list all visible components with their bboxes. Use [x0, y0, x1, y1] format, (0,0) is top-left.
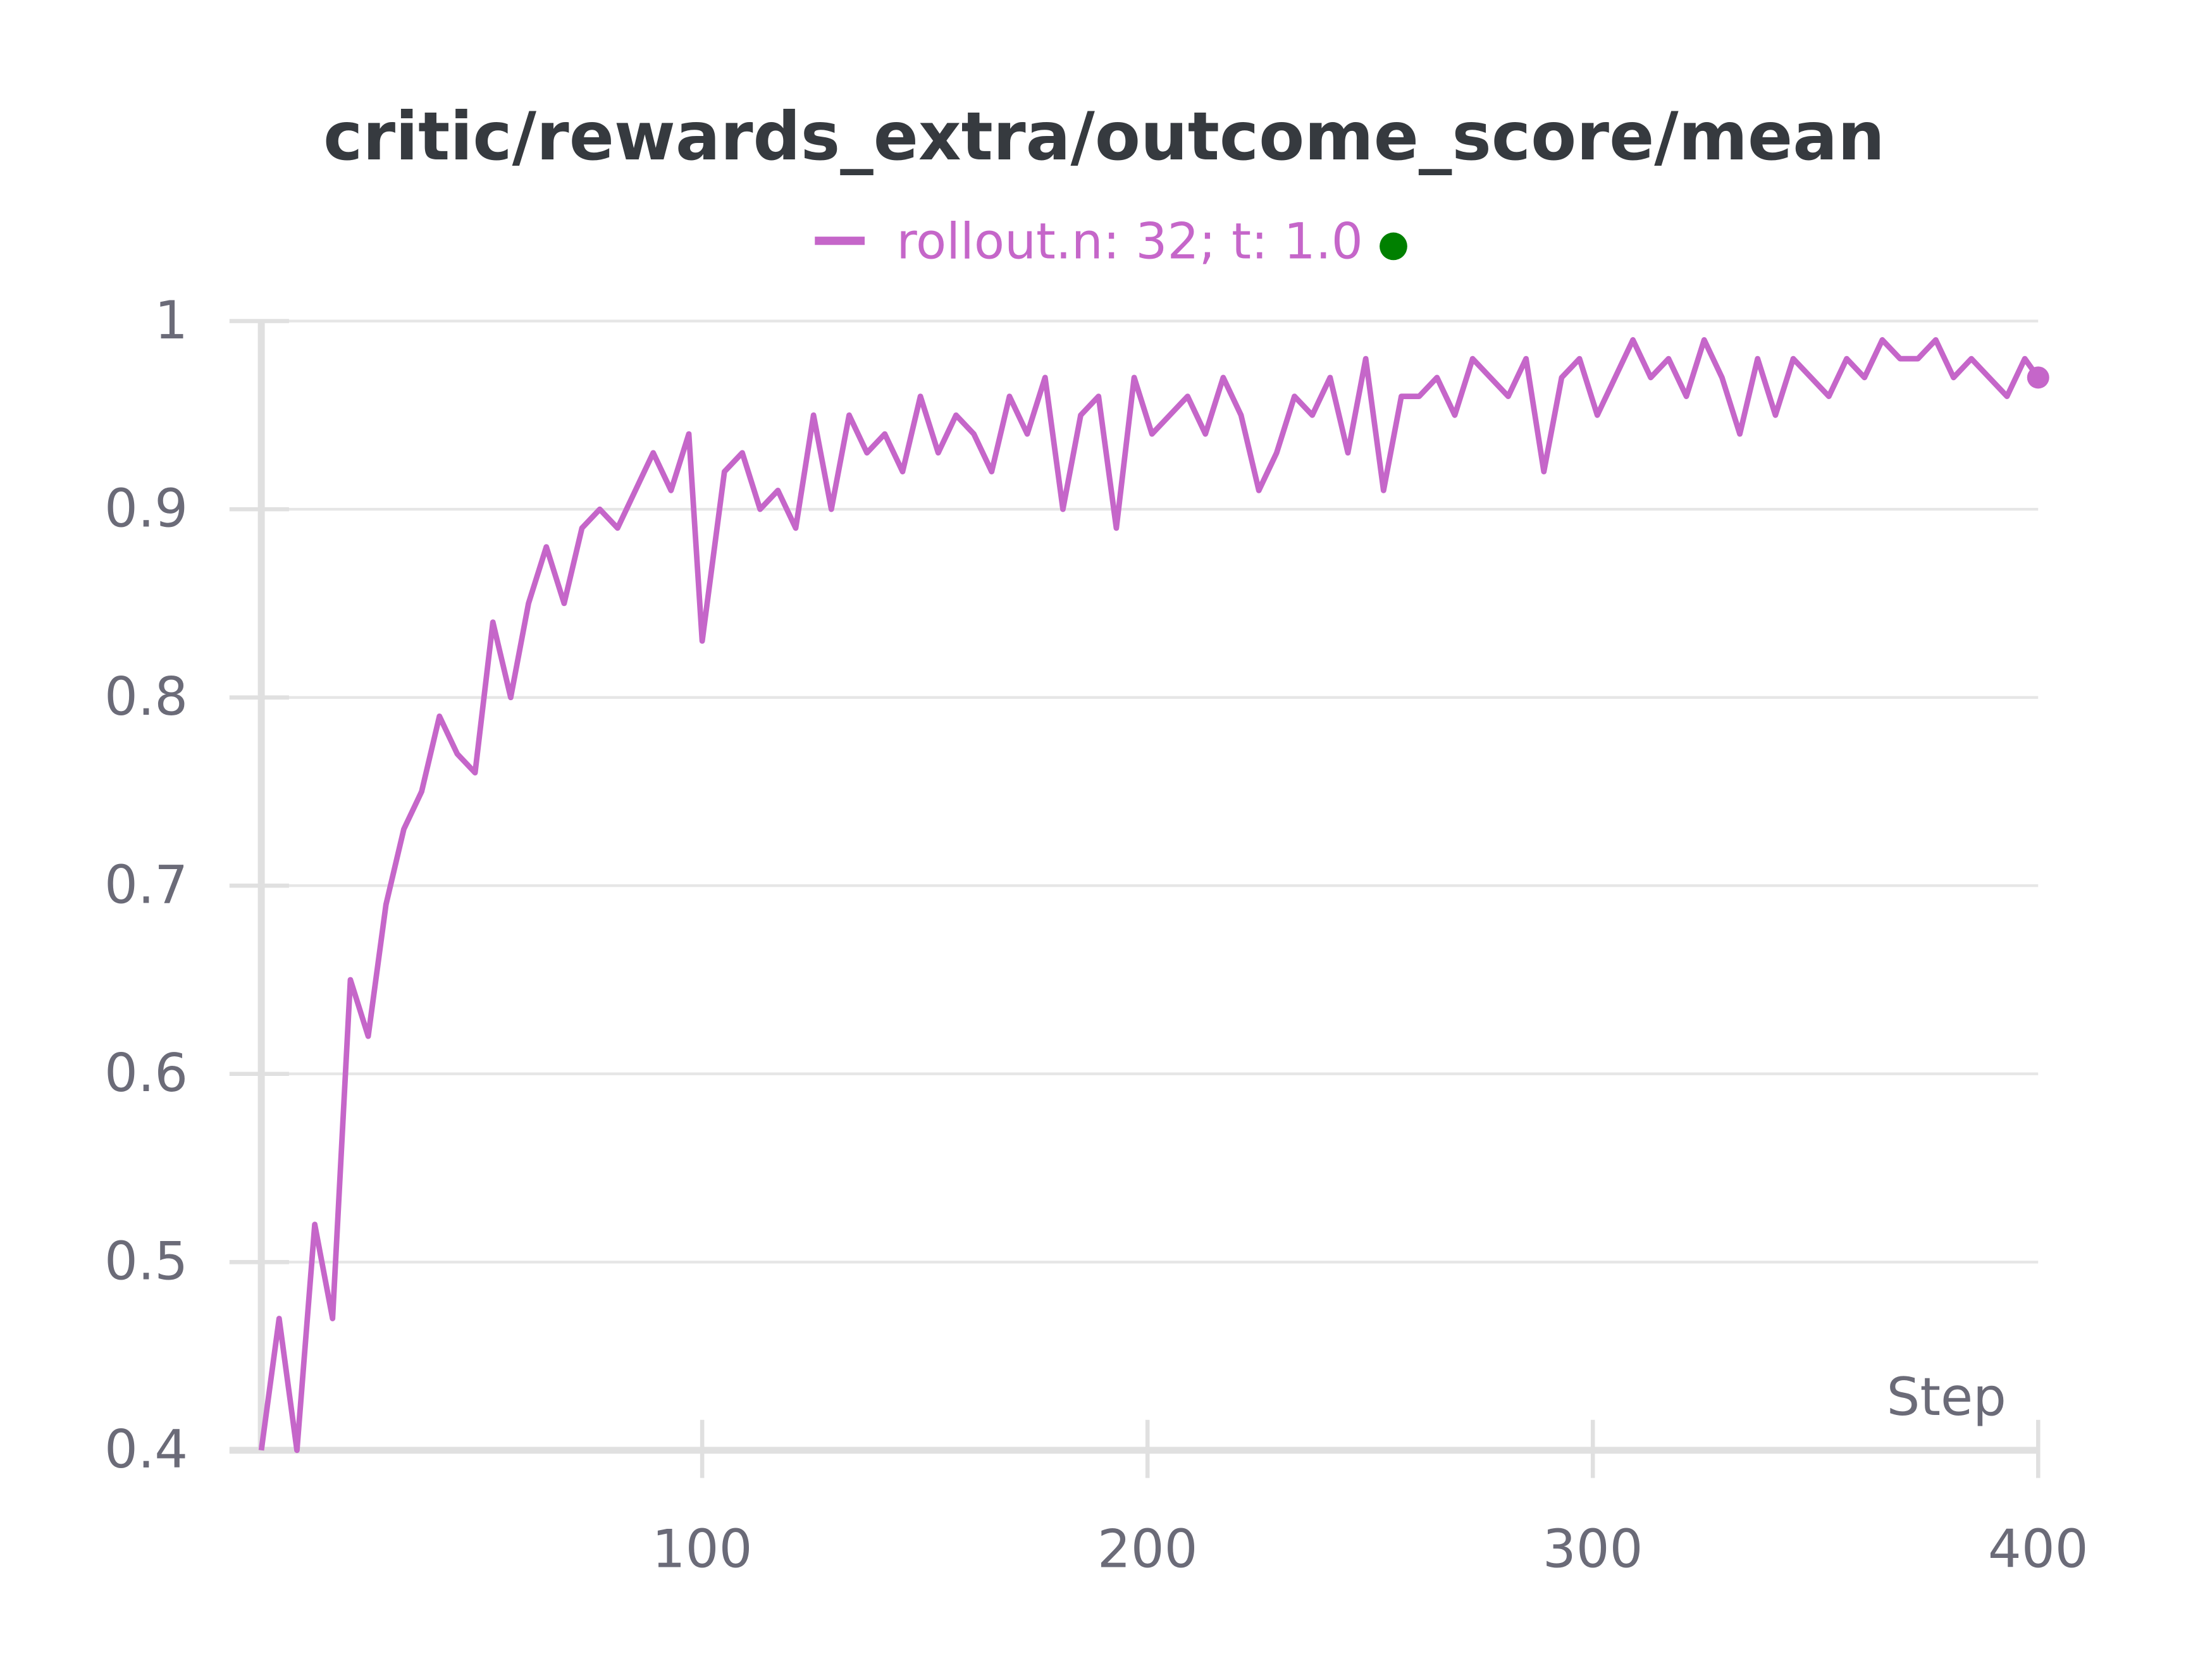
y-tick-label: 1 [154, 290, 188, 351]
series-line [258, 337, 2041, 1454]
status-dot [1380, 232, 1407, 261]
y-tick-label: 0.8 [104, 666, 188, 727]
y-tick-label: 0.5 [104, 1231, 188, 1292]
x-tick-label: 100 [652, 1519, 753, 1580]
y-tick-label: 0.4 [104, 1419, 188, 1480]
y-tick-label: 0.9 [104, 478, 188, 539]
x-tick-label: 400 [1988, 1519, 2089, 1580]
legend-label: rollout.n: 32; t: 1.0 [896, 213, 1363, 271]
x-tick-label: 300 [1543, 1519, 1643, 1580]
x-axis-label: Step [1887, 1366, 2006, 1428]
y-tick-label: 0.7 [104, 855, 188, 916]
chart-title: critic/rewards_extra/outcome_score/mean [323, 98, 1885, 175]
end-marker [2027, 366, 2049, 389]
y-tick-label: 0.6 [104, 1042, 188, 1104]
x-tick-label: 200 [1097, 1519, 1198, 1580]
